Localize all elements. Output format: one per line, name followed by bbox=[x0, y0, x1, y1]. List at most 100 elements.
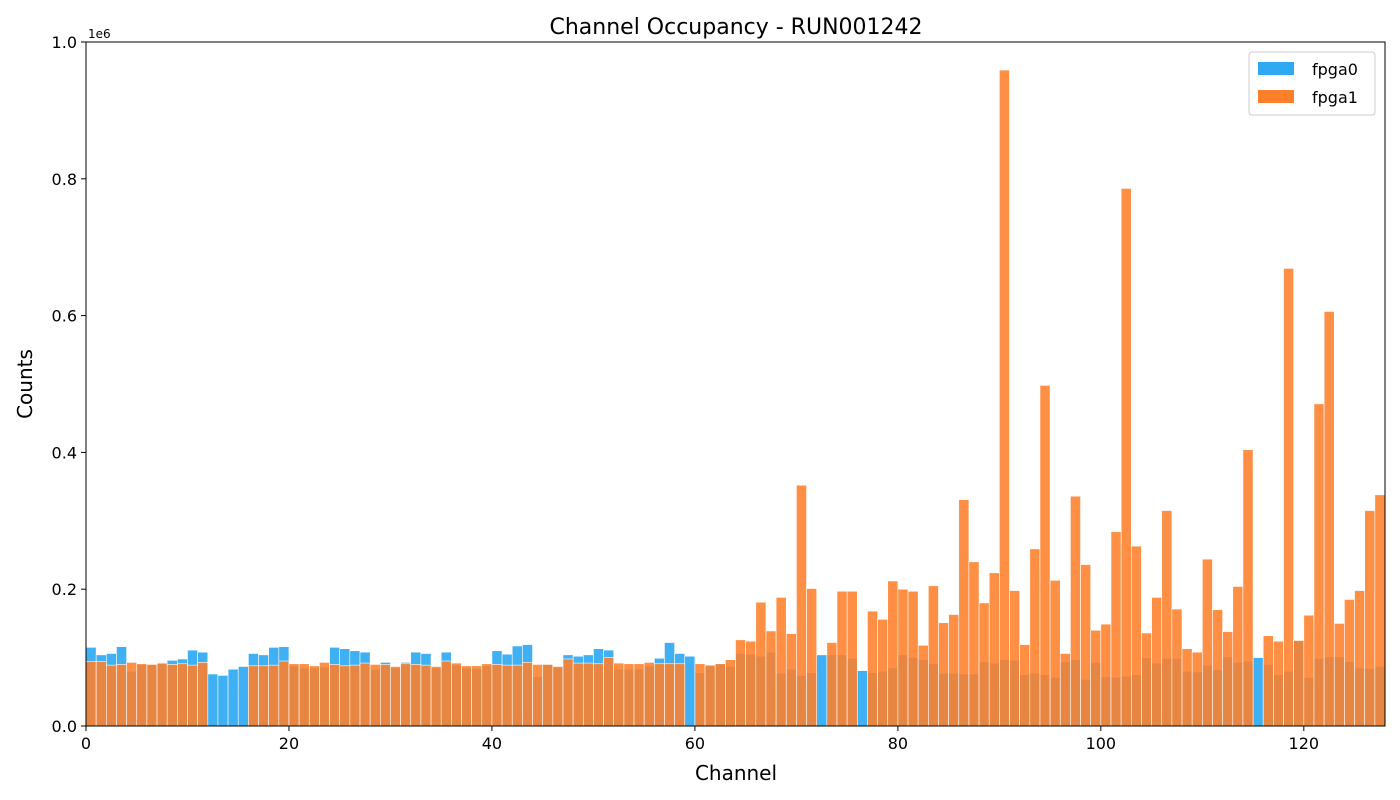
bar-fpga1-ch37 bbox=[461, 665, 472, 727]
bar-fpga1-ch39 bbox=[481, 663, 493, 727]
bar-fpga1-ch29 bbox=[379, 664, 391, 727]
bar-fpga1-ch33 bbox=[420, 664, 432, 727]
bar-fpga1-ch58 bbox=[674, 663, 686, 727]
x-axis-ticks: 0 20 40 60 80 100 120 bbox=[81, 726, 1319, 753]
bar-fpga1-ch78 bbox=[877, 618, 889, 727]
bar-fpga1-ch75 bbox=[846, 590, 858, 727]
bar-fpga1-ch43 bbox=[522, 662, 533, 727]
bar-fpga1-ch68 bbox=[775, 597, 787, 727]
bar-fpga1-ch122 bbox=[1323, 311, 1335, 727]
bar-fpga0-ch12 bbox=[207, 673, 219, 727]
bar-fpga1-ch1 bbox=[95, 661, 107, 727]
bar-fpga1-ch18 bbox=[268, 664, 280, 727]
x-tick-label: 60 bbox=[685, 734, 705, 753]
bar-fpga1-ch11 bbox=[197, 662, 209, 727]
bar-fpga1-ch79 bbox=[887, 580, 899, 727]
bar-fpga1-ch87 bbox=[968, 561, 980, 727]
bar-fpga1-ch5 bbox=[136, 663, 148, 727]
bar-fpga1-ch40 bbox=[491, 664, 503, 727]
y-tick-label: 0.8 bbox=[52, 170, 77, 189]
bar-fpga1-ch2 bbox=[106, 664, 117, 727]
bar-fpga1-ch105 bbox=[1151, 597, 1163, 727]
bar-fpga1-ch104 bbox=[1141, 632, 1152, 727]
bar-fpga1-ch25 bbox=[339, 665, 351, 727]
bar-fpga1-ch38 bbox=[471, 665, 483, 727]
legend-label-fpga0: fpga0 bbox=[1312, 60, 1358, 79]
bar-fpga1-ch41 bbox=[501, 664, 513, 727]
bar-fpga0-ch115 bbox=[1252, 657, 1264, 727]
bar-fpga1-ch47 bbox=[562, 658, 574, 727]
bar-fpga1-ch22 bbox=[308, 665, 320, 727]
bar-fpga1-ch44 bbox=[532, 664, 543, 727]
bar-fpga0-ch72 bbox=[816, 654, 828, 727]
x-tick-label: 40 bbox=[482, 734, 502, 753]
bar-fpga1-ch63 bbox=[725, 659, 736, 727]
bar-fpga1-ch10 bbox=[187, 664, 198, 727]
bar-fpga1-ch103 bbox=[1130, 545, 1142, 727]
bar-fpga1-ch117 bbox=[1273, 640, 1284, 727]
bar-fpga1-ch67 bbox=[765, 630, 777, 727]
y-axis-label: Counts bbox=[13, 349, 37, 419]
y-tick-label: 0.4 bbox=[52, 443, 77, 462]
bar-fpga1-ch30 bbox=[390, 666, 401, 727]
y-tick-label: 1.0 bbox=[52, 33, 77, 52]
bar-fpga1-ch3 bbox=[116, 664, 127, 727]
x-tick-label: 120 bbox=[1289, 734, 1320, 753]
bar-fpga1-ch53 bbox=[623, 663, 635, 727]
bar-fpga1-ch89 bbox=[988, 572, 1000, 727]
bar-fpga1-ch45 bbox=[542, 664, 554, 727]
bar-fpga1-ch46 bbox=[552, 666, 564, 727]
bar-fpga1-ch0 bbox=[85, 661, 97, 727]
bar-fpga1-ch50 bbox=[593, 663, 604, 727]
bar-fpga0-ch14 bbox=[227, 668, 239, 727]
bar-fpga1-ch90 bbox=[999, 69, 1010, 727]
bar-fpga1-ch61 bbox=[704, 664, 716, 727]
x-tick-label: 100 bbox=[1086, 734, 1117, 753]
y-tick-label: 0.2 bbox=[52, 580, 77, 599]
bar-fpga1-ch20 bbox=[288, 663, 300, 727]
bar-fpga1-ch98 bbox=[1080, 564, 1092, 727]
bar-fpga1-ch73 bbox=[826, 642, 838, 727]
bar-fpga1-ch81 bbox=[907, 590, 919, 727]
bar-fpga1-ch52 bbox=[613, 662, 625, 727]
bar-fpga1-ch36 bbox=[451, 662, 462, 727]
x-tick-label: 80 bbox=[888, 734, 908, 753]
bar-fpga1-ch93 bbox=[1029, 548, 1041, 727]
bar-fpga1-ch51 bbox=[603, 657, 615, 727]
plot-frame bbox=[85, 41, 1386, 727]
bar-fpga1-ch54 bbox=[633, 663, 645, 727]
bar-fpga1-ch62 bbox=[714, 663, 726, 727]
bar-fpga1-ch77 bbox=[867, 610, 878, 727]
bar-fpga1-ch127 bbox=[1374, 494, 1386, 727]
bar-fpga1-ch86 bbox=[958, 499, 970, 727]
bar-fpga1-ch64 bbox=[735, 639, 746, 727]
bar-fpga1-ch125 bbox=[1354, 590, 1366, 727]
bar-fpga1-ch85 bbox=[948, 614, 960, 727]
bar-fpga1-ch4 bbox=[126, 662, 138, 727]
bar-fpga1-ch42 bbox=[511, 664, 523, 727]
bar-fpga1-ch123 bbox=[1333, 623, 1345, 727]
bar-fpga1-ch49 bbox=[582, 662, 594, 727]
bar-fpga1-ch113 bbox=[1232, 586, 1244, 727]
bar-fpga1-ch102 bbox=[1120, 188, 1132, 727]
bar-fpga1-ch74 bbox=[836, 590, 848, 727]
bar-fpga1-ch88 bbox=[978, 602, 990, 727]
x-axis-label: Channel bbox=[695, 761, 777, 785]
bar-fpga1-ch108 bbox=[1181, 648, 1193, 727]
bar-fpga1-ch91 bbox=[1009, 590, 1020, 727]
bar-fpga1-ch56 bbox=[654, 663, 665, 727]
bar-fpga1-ch69 bbox=[785, 633, 797, 727]
bar-fpga1-ch70 bbox=[796, 484, 807, 727]
series-fpga1-bars bbox=[85, 69, 1386, 727]
bar-fpga1-ch28 bbox=[369, 664, 381, 727]
bar-fpga1-ch17 bbox=[258, 665, 269, 727]
bar-fpga1-ch124 bbox=[1344, 599, 1355, 727]
bar-fpga0-ch76 bbox=[856, 670, 868, 727]
bar-fpga1-ch96 bbox=[1059, 653, 1071, 727]
bar-fpga0-ch59 bbox=[684, 655, 696, 727]
bar-fpga1-ch27 bbox=[359, 662, 371, 727]
y-axis-ticks: 0.0 0.2 0.4 0.6 0.8 1.0 bbox=[52, 33, 86, 736]
bar-fpga1-ch82 bbox=[917, 644, 929, 727]
bar-fpga1-ch95 bbox=[1049, 580, 1061, 727]
